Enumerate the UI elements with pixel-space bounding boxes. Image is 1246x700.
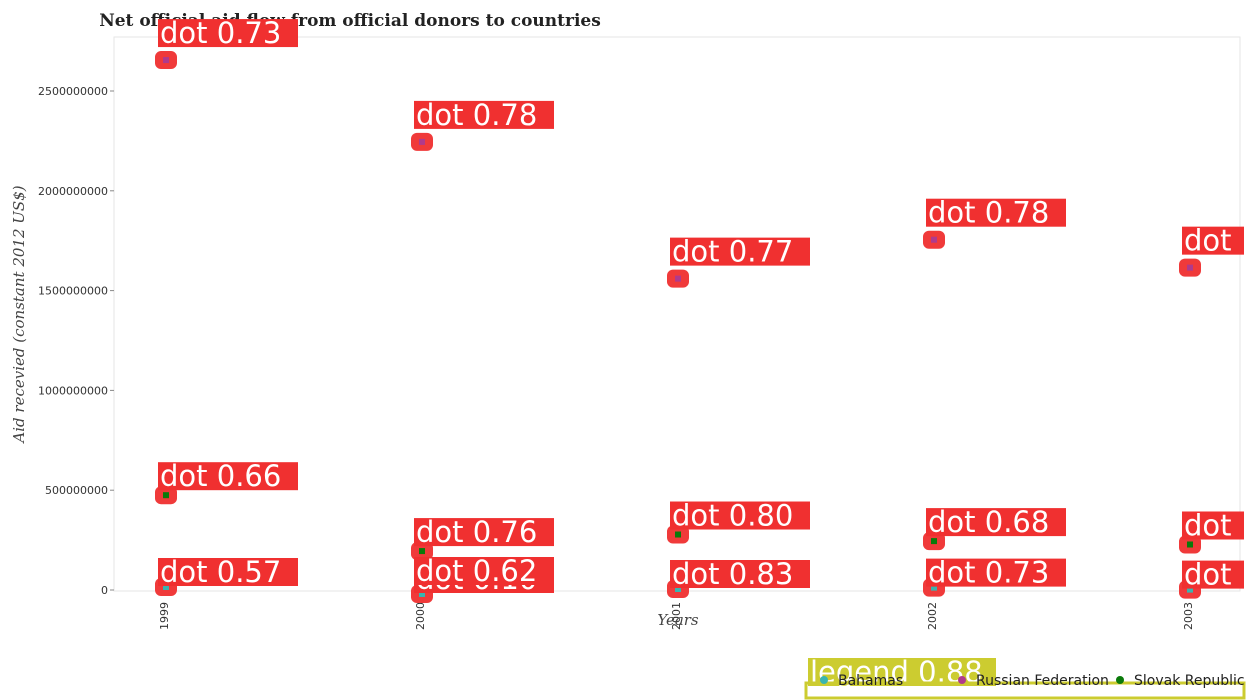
data-point [1187, 586, 1193, 593]
data-label: dot 0.66 [160, 459, 281, 493]
x-tick-label: 2002 [926, 602, 939, 630]
data-label-box [158, 19, 298, 48]
y-tick-label: 0 [101, 584, 108, 597]
data-label-box [926, 508, 1066, 537]
data-label: dot [1184, 558, 1232, 592]
data-label: dot 0.57 [160, 555, 281, 589]
data-label-box [1182, 560, 1244, 589]
data-label-box [1182, 226, 1244, 255]
y-tick-label: 1500000000 [38, 285, 108, 298]
legend-label: Slovak Republic [1134, 673, 1245, 689]
data-label: dot 0.73 [928, 556, 1049, 590]
data-point [1187, 264, 1193, 271]
data-point [675, 275, 681, 282]
data-point [419, 138, 425, 145]
y-tick-label: 2500000000 [38, 85, 108, 98]
y-tick-label: 1000000000 [38, 384, 108, 397]
data-label-box [670, 501, 810, 530]
data-label: dot [1184, 508, 1232, 542]
y-tick-label: 2000000000 [38, 185, 108, 198]
data-label-box [1182, 511, 1244, 540]
data-label: dot 0.68 [928, 505, 1049, 539]
legend-frame [804, 681, 1246, 700]
legend-marker [820, 676, 828, 684]
data-label-box [670, 560, 810, 589]
data-point [1187, 541, 1193, 548]
data-point [419, 590, 425, 597]
y-axis-label: Aid recevied (constant 2012 US$) [10, 185, 28, 444]
y-tick-label: 500000000 [45, 484, 108, 497]
legend-label: Russian Federation [976, 673, 1109, 689]
data-point [931, 236, 937, 243]
data-label: dot 0.73 [160, 16, 281, 50]
data-point [675, 531, 681, 538]
data-label: dot 0.77 [672, 235, 793, 269]
data-label: dot 0.80 [672, 499, 793, 533]
legend-marker [1116, 676, 1124, 684]
data-label-box [926, 558, 1066, 587]
y-axis-ticks: 0 500000000 1000000000 1500000000 2000000000… [38, 85, 114, 597]
legend-marker [958, 676, 966, 684]
x-axis-ticks: 1999 2000 2001 2002 2003 [158, 602, 1195, 630]
data-point [163, 492, 169, 499]
data-point [163, 584, 169, 591]
data-point [163, 57, 169, 64]
data-point [931, 584, 937, 591]
x-axis-label: Years [657, 611, 699, 629]
data-label: dot 0.78 [416, 98, 537, 132]
data-label: dot 0.83 [672, 557, 793, 591]
data-label-box [158, 558, 298, 587]
data-point [419, 548, 425, 555]
x-tick-label: 2001 [670, 602, 683, 630]
data-label-box [414, 518, 554, 547]
data-label: dot [1184, 224, 1232, 258]
data-point [931, 538, 937, 545]
x-tick-label: 2000 [414, 602, 427, 630]
x-tick-label: 1999 [158, 602, 171, 630]
data-label: dot 0.62 [416, 554, 537, 588]
data-label-box [670, 237, 810, 266]
data-label: dot 0.78 [928, 196, 1049, 230]
data-label-box [414, 100, 554, 129]
legend-inner [810, 686, 1240, 696]
legend-label: Bahamas [838, 673, 903, 689]
data-point [675, 586, 681, 593]
data-label-box [926, 198, 1066, 227]
data-label-box [414, 557, 554, 585]
data-label-box [158, 462, 298, 491]
plot-area [113, 36, 1241, 592]
x-tick-label: 2003 [1182, 602, 1195, 630]
data-label: dot 0.76 [416, 515, 537, 549]
